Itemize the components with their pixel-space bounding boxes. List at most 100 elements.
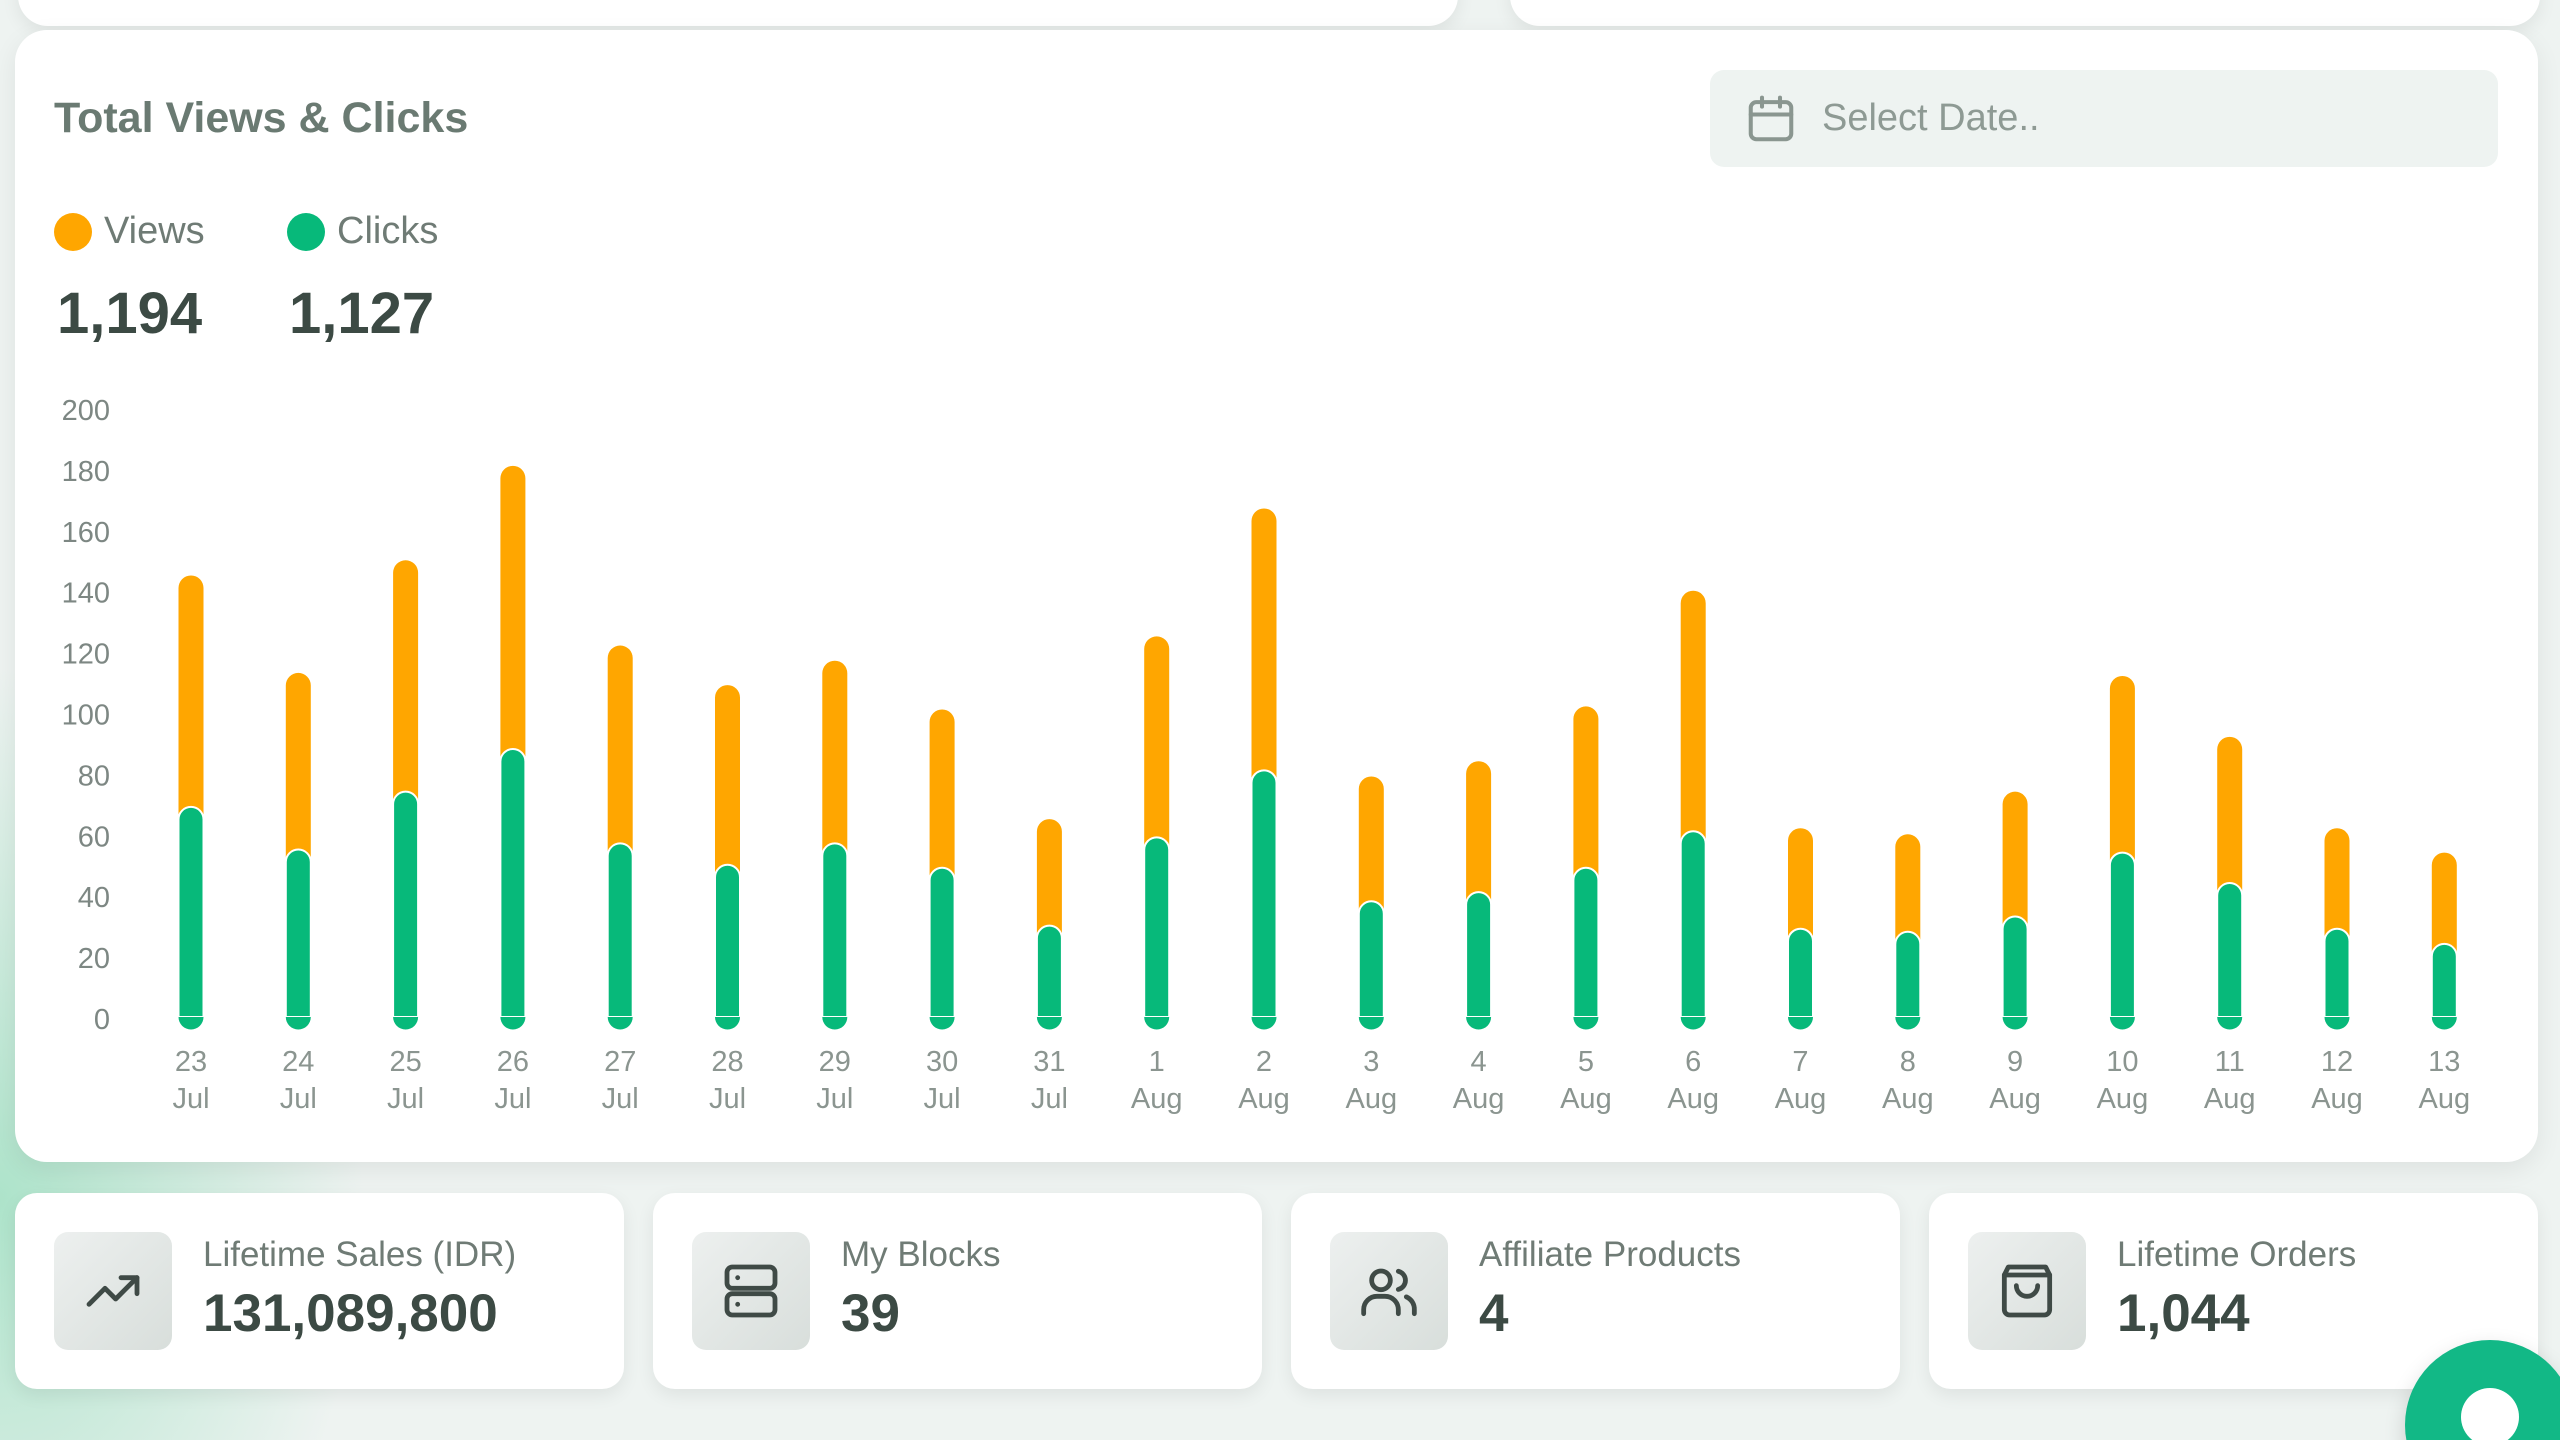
clicks-bar-cap (1358, 1017, 1384, 1030)
clicks-bar (1787, 927, 1814, 1018)
x-tick-day: 11 (2215, 1046, 2245, 1078)
clicks-bar-cap (2109, 1017, 2135, 1030)
y-tick-label: 60 (78, 821, 110, 853)
clicks-bar-cap (1466, 1017, 1492, 1030)
x-tick-month: Jul (494, 1083, 531, 1115)
x-tick-month: Aug (2204, 1083, 2256, 1115)
legend-clicks-label: Clicks (337, 210, 439, 252)
clicks-bar-cap (178, 1017, 204, 1030)
clicks-bar (2108, 851, 2136, 1018)
clicks-bar (177, 805, 205, 1018)
legend-views-label: Views (104, 210, 205, 252)
stat-label: Lifetime Orders (2117, 1235, 2357, 1274)
legend-clicks: Clicks (287, 210, 438, 253)
legend-views: Views (54, 210, 205, 253)
clicks-bar (2216, 882, 2244, 1018)
x-tick-day: 30 (926, 1046, 958, 1078)
x-tick-day: 26 (497, 1046, 529, 1078)
stat-label: My Blocks (841, 1235, 1001, 1274)
top-card-right (1510, 0, 2540, 26)
trending-up-icon-box (54, 1232, 172, 1350)
clicks-bar-cap (1680, 1017, 1706, 1030)
stat-card-lifetime-sales: Lifetime Sales (IDR) 131,089,800 (15, 1193, 624, 1389)
clicks-bar-cap (607, 1017, 633, 1030)
shopping-bag-icon (2001, 1264, 2053, 1318)
x-tick-day: 29 (819, 1046, 851, 1078)
clicks-bar-cap (1144, 1017, 1170, 1030)
clicks-bar-cap (715, 1017, 740, 1030)
clicks-bar-cap (393, 1017, 419, 1030)
clicks-bar-cap (2324, 1017, 2350, 1030)
x-tick-month: Aug (1345, 1083, 1397, 1115)
stat-value: 39 (841, 1284, 900, 1343)
clicks-bar (606, 842, 634, 1018)
views-clicks-chart: 02040608010012014016018020023Jul24Jul25J… (62, 395, 2470, 1115)
top-card-left (18, 0, 1458, 26)
clicks-bar (284, 848, 312, 1018)
trending-up-icon (86, 1275, 140, 1307)
y-tick-label: 180 (62, 456, 110, 488)
clicks-bar (2430, 942, 2458, 1018)
clicks-dot-icon (287, 212, 325, 251)
card-title: Total Views & Clicks (54, 94, 469, 142)
x-tick-day: 24 (282, 1046, 314, 1078)
clicks-bar-cap (1036, 1017, 1062, 1030)
x-tick-day: 1 (1149, 1046, 1165, 1078)
x-tick-day: 12 (2321, 1046, 2353, 1078)
calendar-icon (1748, 95, 1794, 141)
server-icon (724, 1264, 778, 1318)
clicks-bar-cap (822, 1017, 848, 1030)
x-tick-day: 2 (1256, 1046, 1272, 1078)
clicks-bar (499, 748, 527, 1018)
clicks-bar (2323, 927, 2351, 1018)
y-tick-label: 0 (94, 1004, 110, 1036)
stat-value: 1,044 (2117, 1284, 2250, 1343)
x-tick-month: Aug (1131, 1083, 1183, 1115)
stat-label: Lifetime Sales (IDR) (203, 1235, 517, 1274)
x-tick-day: 25 (389, 1046, 421, 1078)
x-tick-month: Aug (2311, 1083, 2363, 1115)
clicks-bar (821, 842, 849, 1018)
x-tick-month: Jul (924, 1083, 961, 1115)
y-tick-label: 100 (62, 700, 110, 732)
clicks-bar-cap (285, 1017, 311, 1030)
clicks-bar (1143, 836, 1171, 1018)
y-tick-label: 40 (78, 882, 110, 914)
y-tick-label: 140 (62, 578, 110, 610)
stat-card-my-blocks: My Blocks 39 (653, 1193, 1262, 1389)
clicks-bar-cap (1251, 1017, 1277, 1030)
x-tick-day: 23 (175, 1046, 207, 1078)
x-tick-month: Aug (2097, 1083, 2149, 1115)
clicks-bar-cap (2431, 1017, 2457, 1030)
x-tick-month: Aug (1989, 1083, 2041, 1115)
clicks-bar (928, 866, 956, 1018)
clicks-bar (1250, 769, 1278, 1018)
x-tick-day: 8 (1900, 1046, 1916, 1078)
chat-icon (2461, 1388, 2519, 1440)
x-tick-day: 6 (1685, 1046, 1701, 1078)
y-tick-label: 160 (62, 517, 110, 549)
x-tick-month: Aug (1882, 1083, 1934, 1115)
date-picker-input[interactable]: Select Date.. (1710, 70, 2498, 167)
clicks-bar-cap (1573, 1017, 1599, 1030)
clicks-bar (714, 863, 741, 1018)
views-clicks-card: Total Views & Clicks Select Date.. Views… (15, 30, 2538, 1162)
clicks-bar (1465, 891, 1493, 1018)
stat-label: Affiliate Products (1479, 1235, 1741, 1274)
views-total: 1,194 (57, 281, 203, 346)
x-tick-month: Jul (280, 1083, 317, 1115)
x-tick-day: 28 (711, 1046, 743, 1078)
clicks-bar-cap (929, 1017, 955, 1030)
x-tick-day: 9 (2007, 1046, 2023, 1078)
x-tick-day: 4 (1471, 1046, 1487, 1078)
x-tick-month: Aug (1775, 1083, 1827, 1115)
stat-value: 4 (1479, 1284, 1509, 1343)
y-tick-label: 120 (62, 639, 110, 671)
clicks-bar (1572, 866, 1600, 1018)
x-tick-month: Jul (816, 1083, 853, 1115)
clicks-bar-cap (2217, 1017, 2243, 1030)
clicks-bar-cap (1895, 1017, 1921, 1030)
x-tick-month: Jul (709, 1083, 746, 1115)
clicks-bar (1894, 930, 1922, 1018)
x-tick-month: Aug (2418, 1083, 2470, 1115)
